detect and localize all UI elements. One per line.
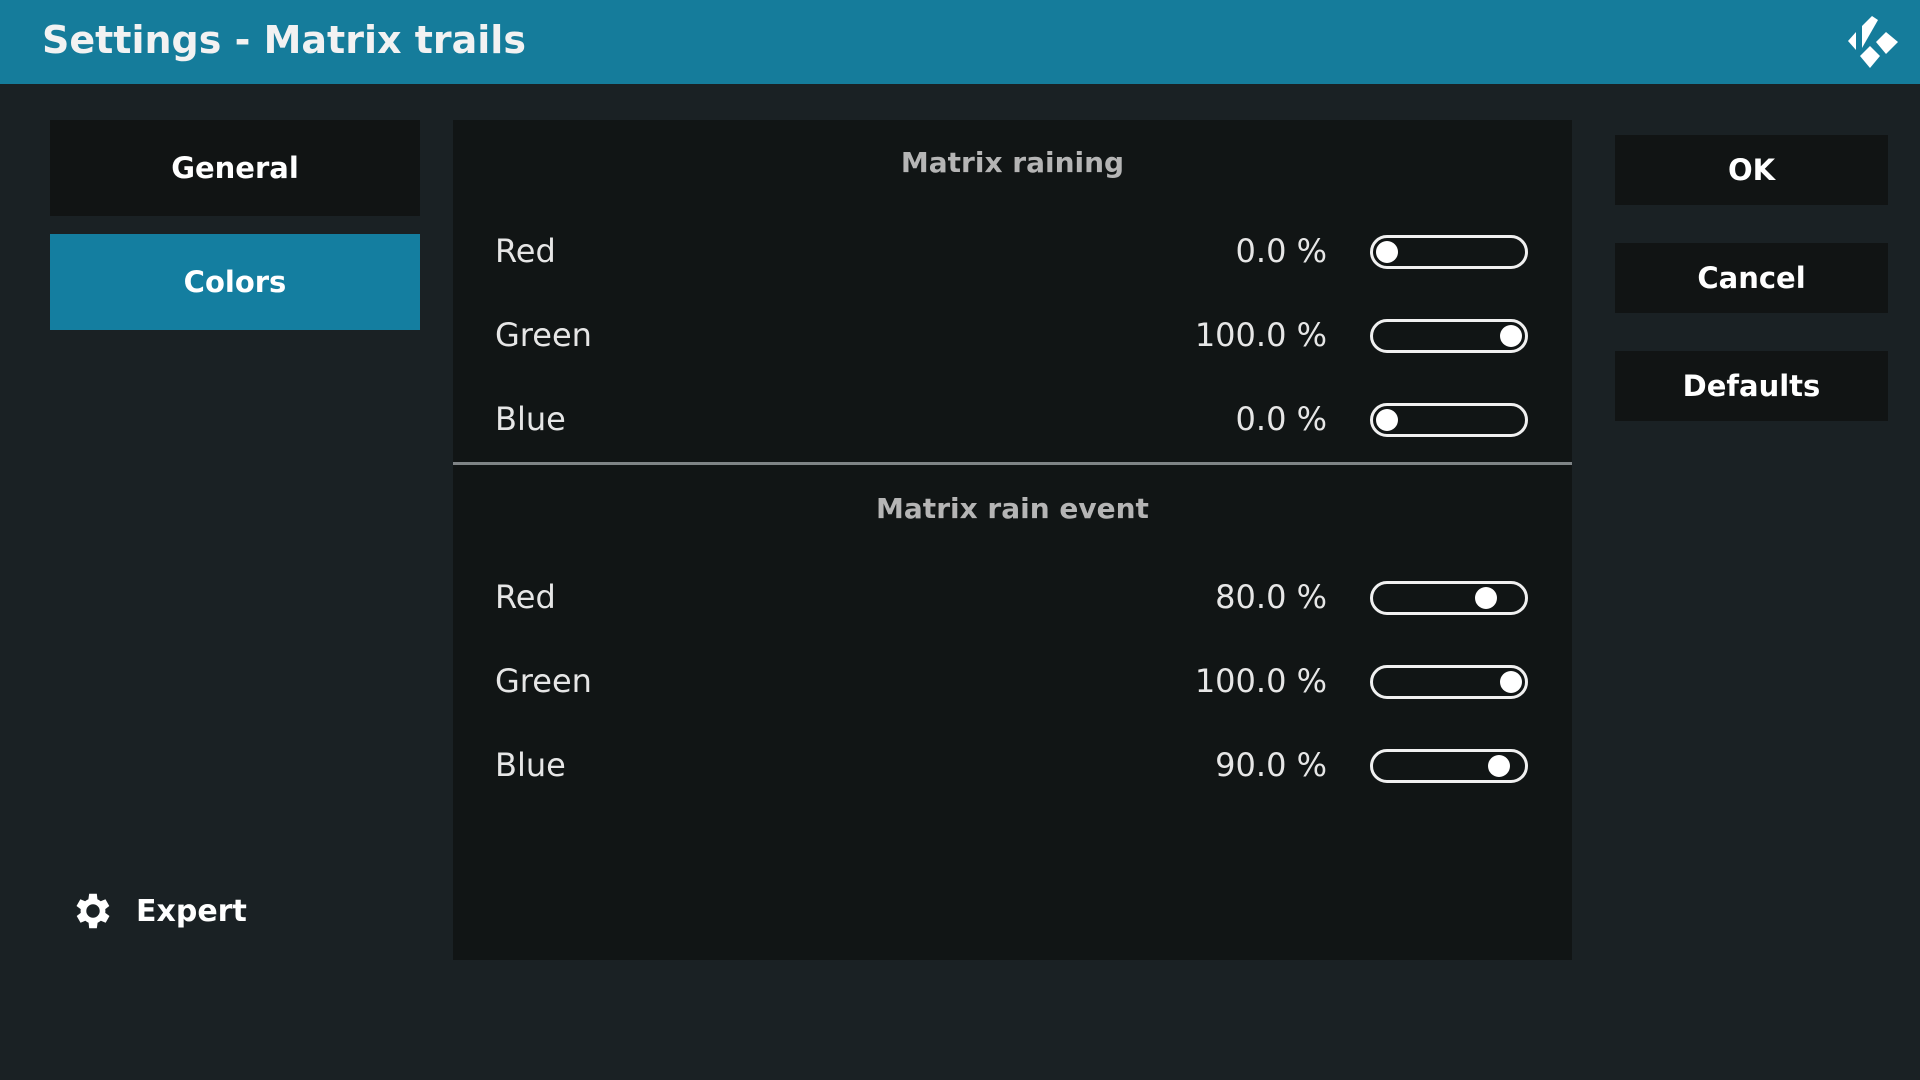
defaults-button[interactable]: Defaults — [1615, 351, 1888, 421]
setting-row-green[interactable]: Green 100.0 % — [453, 642, 1572, 722]
slider-thumb[interactable] — [1475, 587, 1498, 609]
page-title: Settings - Matrix trails — [42, 18, 526, 62]
setting-value: 0.0 % — [1235, 400, 1327, 438]
expert-level-button[interactable]: Expert — [70, 888, 247, 934]
setting-value: 100.0 % — [1194, 662, 1327, 700]
color-slider[interactable] — [1370, 319, 1528, 353]
setting-row-green[interactable]: Green 100.0 % — [453, 296, 1572, 376]
setting-value: 80.0 % — [1215, 578, 1327, 616]
section-divider — [453, 462, 1572, 465]
slider-thumb[interactable] — [1500, 325, 1522, 347]
setting-label: Red — [495, 232, 556, 270]
slider-thumb[interactable] — [1376, 409, 1398, 431]
sidebar-item-label: Colors — [183, 265, 287, 299]
cancel-button[interactable]: Cancel — [1615, 243, 1888, 313]
setting-label: Green — [495, 662, 592, 700]
slider-thumb[interactable] — [1376, 241, 1398, 263]
section-title: Matrix rain event — [876, 492, 1149, 525]
setting-row-blue[interactable]: Blue 0.0 % — [453, 380, 1572, 460]
ok-button[interactable]: OK — [1615, 135, 1888, 205]
expert-label: Expert — [136, 893, 247, 929]
setting-row-blue[interactable]: Blue 90.0 % — [453, 726, 1572, 806]
kodi-logo-icon — [1848, 16, 1898, 68]
gear-icon — [76, 893, 110, 929]
setting-row-red[interactable]: Red 0.0 % — [453, 212, 1572, 292]
setting-value: 0.0 % — [1235, 232, 1327, 270]
color-slider[interactable] — [1370, 749, 1528, 783]
setting-label: Blue — [495, 746, 566, 784]
color-slider[interactable] — [1370, 665, 1528, 699]
sidebar-item-colors[interactable]: Colors — [50, 234, 420, 330]
setting-label: Blue — [495, 400, 566, 438]
sidebar-item-general[interactable]: General — [50, 120, 420, 216]
header-bar: Settings - Matrix trails — [0, 0, 1920, 84]
settings-panel: Matrix raining Matrix rain event Red 0.0 … — [453, 120, 1572, 960]
color-slider[interactable] — [1370, 235, 1528, 269]
color-slider[interactable] — [1370, 403, 1528, 437]
section-title: Matrix raining — [900, 146, 1125, 179]
setting-label: Green — [495, 316, 592, 354]
setting-row-red[interactable]: Red 80.0 % — [453, 558, 1572, 638]
color-slider[interactable] — [1370, 581, 1528, 615]
setting-label: Red — [495, 578, 556, 616]
sidebar-item-label: General — [171, 151, 299, 185]
setting-value: 90.0 % — [1215, 746, 1327, 784]
slider-thumb[interactable] — [1500, 671, 1522, 693]
slider-thumb[interactable] — [1487, 755, 1510, 777]
setting-value: 100.0 % — [1194, 316, 1327, 354]
